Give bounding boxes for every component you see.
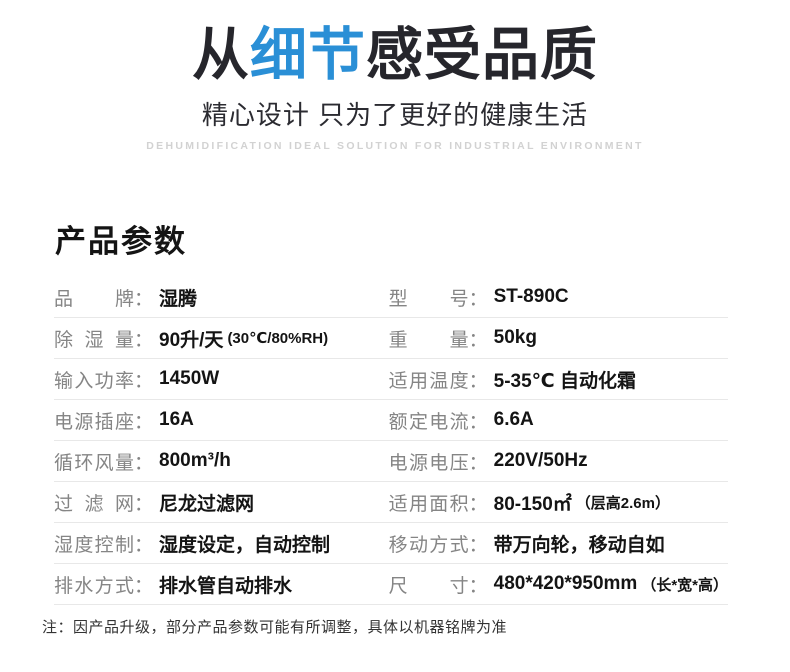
spec-cell-air-circulation: 循环风量： 800m³/h <box>54 441 387 482</box>
spec-value: 90升/天 <box>159 329 224 351</box>
spec-label: 品牌 <box>54 288 134 310</box>
spec-colon: ： <box>134 411 154 433</box>
spec-cell-weight: 重量： 50kg <box>386 318 728 359</box>
spec-value: 排水管自动排水 <box>159 575 293 597</box>
spec-value: 16A <box>159 409 194 430</box>
spec-label: 过滤网 <box>54 493 134 515</box>
spec-colon: ： <box>134 452 154 474</box>
hero-title: 从细节感受品质 <box>0 24 790 86</box>
spec-colon: ： <box>134 370 154 392</box>
spec-colon: ： <box>134 534 154 556</box>
spec-value: 50kg <box>493 327 537 348</box>
spec-label: 电源电压 <box>388 452 469 474</box>
spec-value: 80-150㎡ <box>493 493 572 515</box>
spec-cell-dimensions: 尺寸： 480*420*950mm （长*宽*高） <box>386 564 728 605</box>
spec-colon: ： <box>134 493 154 515</box>
spec-label: 循环风量 <box>54 452 134 474</box>
spec-cell-power-voltage: 电源电压： 220V/50Hz <box>386 441 728 482</box>
spec-value: 湿度设定，自动控制 <box>159 534 331 556</box>
spec-colon: ： <box>134 288 154 310</box>
hero-subtitle: 精心设计 只为了更好的健康生活 <box>201 100 589 130</box>
spec-label: 适用面积 <box>388 493 469 515</box>
spec-cell-rated-current: 额定电流： 6.6A <box>386 400 728 441</box>
spec-label: 输入功率 <box>54 370 134 392</box>
spec-label: 电源插座 <box>54 411 134 433</box>
spec-label: 适用温度 <box>388 370 469 392</box>
spec-colon: ： <box>468 452 488 474</box>
spec-label: 尺寸 <box>388 575 469 597</box>
spec-value: ST-890C <box>493 286 569 307</box>
spec-cell-brand: 品牌：湿腾 <box>54 277 387 318</box>
spec-value: 1450W <box>159 368 220 389</box>
spec-label: 移动方式 <box>388 534 469 556</box>
spec-colon: ： <box>468 575 488 597</box>
spec-colon: ： <box>468 493 488 515</box>
spec-colon: ： <box>134 575 154 597</box>
spec-colon: ： <box>134 329 154 351</box>
spec-label: 排水方式 <box>54 575 134 597</box>
spec-colon: ： <box>468 288 488 310</box>
section-title-product-params: 产品参数 <box>55 224 187 259</box>
spec-value: 湿腾 <box>159 288 198 310</box>
spec-label: 湿度控制 <box>54 534 134 556</box>
spec-label: 额定电流 <box>388 411 469 433</box>
hero-tagline-en: DEHUMIDIFICATION IDEAL SOLUTION FOR INDU… <box>146 140 644 152</box>
spec-note: （层高2.6m） <box>575 494 670 512</box>
spec-cell-power-socket: 电源插座： 16A <box>54 400 387 441</box>
disclaimer-note: 注：因产品升级，部分产品参数可能有所调整，具体以机器铭牌为准 <box>42 619 508 636</box>
spec-colon: ： <box>468 370 488 392</box>
spec-value: 尼龙过滤网 <box>159 493 255 515</box>
spec-value: 480*420*950mm <box>493 573 638 594</box>
spec-cell-dehumidify-capacity: 除湿量： 90升/天 (30℃/80%RH) <box>54 318 387 359</box>
spec-value: 带万向轮，移动自如 <box>493 534 665 556</box>
spec-cell-input-power: 输入功率： 1450W <box>54 359 387 400</box>
hero-banner: 从细节感受品质 精心设计 只为了更好的健康生活 DEHUMIDIFICATION… <box>0 0 790 152</box>
spec-value: 6.6A <box>493 409 534 430</box>
spec-table: 品牌：湿腾 型号： ST-890C 除湿量： 90升/天 (30℃/80%RH) 重量… <box>54 277 728 605</box>
spec-cell-mobility: 移动方式：带万向轮，移动自如 <box>386 523 728 564</box>
spec-cell-humidity-control: 湿度控制：湿度设定，自动控制 <box>54 523 387 564</box>
spec-cell-applicable-area: 适用面积： 80-150㎡ （层高2.6m） <box>386 482 728 523</box>
hero-title-highlight: 细节 <box>250 23 366 87</box>
spec-cell-working-temp: 适用温度： 5-35℃ 自动化霜 <box>386 359 728 400</box>
spec-value: 5-35℃ 自动化霜 <box>493 370 636 392</box>
spec-colon: ： <box>468 534 488 556</box>
spec-value: 220V/50Hz <box>493 450 588 471</box>
spec-colon: ： <box>468 329 488 351</box>
hero-title-suffix: 感受品质 <box>366 23 598 87</box>
hero-title-prefix: 从 <box>192 23 250 87</box>
spec-value: 800m³/h <box>159 450 231 471</box>
spec-note: (30℃/80%RH) <box>227 330 329 347</box>
spec-label: 除湿量 <box>54 329 134 351</box>
spec-cell-drainage: 排水方式：排水管自动排水 <box>54 564 387 605</box>
spec-note: （长*宽*高） <box>641 576 728 594</box>
spec-cell-filter: 过滤网：尼龙过滤网 <box>54 482 387 523</box>
spec-cell-model: 型号： ST-890C <box>386 277 728 318</box>
spec-colon: ： <box>468 411 488 433</box>
spec-label: 重量 <box>388 329 469 351</box>
spec-label: 型号 <box>388 288 469 310</box>
